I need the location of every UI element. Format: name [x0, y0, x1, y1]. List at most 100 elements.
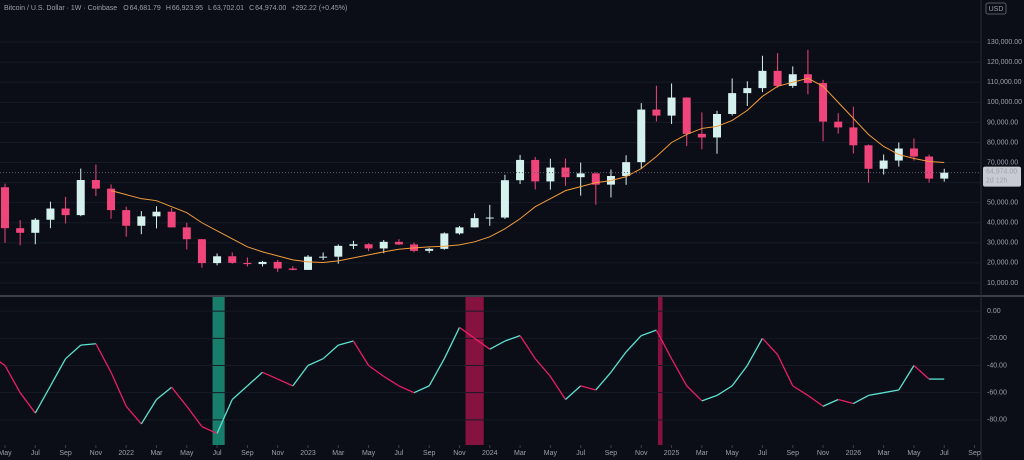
highlight-band [657, 297, 663, 445]
candle-body [152, 211, 161, 217]
candle-body [591, 173, 600, 185]
y-tick-label: 90,000.00 [987, 119, 1018, 126]
candle-body [16, 228, 25, 233]
candle-body [909, 148, 918, 157]
oscillator-segment [610, 351, 627, 373]
candle-body [319, 256, 328, 258]
x-tick-label: 2025 [664, 450, 680, 457]
oscillator-segment [383, 375, 400, 387]
oscillator-segment [580, 385, 596, 391]
x-tick-label: Sep [241, 450, 254, 457]
oscillator-segment [338, 340, 354, 346]
x-tick-label: Jul [576, 450, 585, 457]
oscillator-segment [0, 361, 6, 367]
ohlc-value: 64,974.00 [255, 5, 286, 12]
candle-body [773, 70, 782, 86]
ohlc-label: C [249, 5, 254, 12]
oscillator-segment [4, 365, 21, 393]
oscillator-segment [201, 426, 218, 435]
x-tick-label: May [907, 450, 921, 457]
y-tick-label: 10,000.00 [987, 280, 1018, 287]
oscillator-segment [443, 327, 461, 359]
candle-body [697, 133, 706, 138]
x-tick-label: May [726, 450, 740, 457]
y-tick-label: -40.00 [987, 362, 1007, 369]
candle-body [637, 109, 646, 163]
candle-body [243, 262, 252, 265]
currency[interactable]: USD [989, 6, 1004, 13]
oscillator-segment [595, 371, 612, 391]
oscillator-segment [352, 340, 370, 366]
oscillator-segment [777, 354, 794, 387]
candle-body [440, 233, 449, 249]
candle-body [213, 256, 222, 264]
candle-body [622, 162, 631, 176]
x-tick-label: Mar [332, 450, 345, 457]
candle-body [879, 160, 888, 169]
x-tick-label: May [180, 450, 194, 457]
candle-body [652, 109, 661, 116]
oscillator-segment [186, 405, 203, 428]
oscillator-segment [216, 399, 233, 434]
x-tick-label: Nov [817, 450, 830, 457]
ohlc-label: O [123, 5, 129, 12]
y-tick-label: 130,000.00 [987, 39, 1022, 46]
candle-body [834, 121, 843, 128]
candle-body [379, 241, 388, 249]
candle-body [546, 167, 555, 182]
x-tick-label: Sep [423, 450, 436, 457]
candle-body [455, 227, 464, 234]
oscillator-segment [474, 337, 491, 350]
x-tick-label: Jul [758, 450, 767, 457]
x-tick-label: Nov [90, 450, 103, 457]
oscillator-segment [655, 329, 673, 360]
candle-body [334, 245, 343, 257]
oscillator-segment [34, 385, 52, 414]
x-tick-label: Mar [514, 450, 527, 457]
oscillator-segment [322, 344, 339, 360]
x-tick-label: May [0, 450, 12, 457]
oscillator-segment [65, 344, 82, 360]
candle-body [394, 241, 403, 245]
oscillator-segment [246, 371, 263, 387]
candle-body [167, 211, 176, 228]
candle-body [667, 97, 676, 116]
oscillator-segment [125, 405, 142, 425]
oscillator-segment [49, 358, 67, 387]
x-tick-label: Jul [394, 450, 403, 457]
highlight-band [465, 297, 484, 445]
candle-body [925, 156, 934, 179]
candle-body [137, 216, 146, 226]
oscillator-segment [292, 365, 309, 387]
oscillator-segment [761, 337, 779, 356]
oscillator-segment [519, 335, 536, 360]
oscillator-segment [140, 399, 158, 425]
y-tick-label: 70,000.00 [987, 159, 1018, 166]
oscillator-segment [883, 389, 899, 394]
oscillator-segment [171, 386, 188, 407]
x-tick-label: Sep [968, 450, 981, 457]
oscillator-segment [822, 398, 839, 407]
candle-body [758, 70, 767, 89]
candle-body [849, 127, 858, 146]
y-tick-label: 50,000.00 [987, 200, 1018, 207]
x-tick-label: Sep [605, 450, 618, 457]
candle-body [743, 88, 752, 94]
oscillator-segment [807, 394, 824, 407]
candle-body [485, 217, 494, 219]
oscillator-segment [731, 365, 748, 387]
currency-button[interactable] [985, 2, 1007, 15]
x-tick-label: 2024 [482, 450, 498, 457]
ohlc-value: 63,702.01 [213, 5, 244, 12]
oscillator-segment [686, 385, 703, 402]
oscillator-segment [504, 334, 521, 342]
oscillator-segment [156, 386, 173, 400]
x-tick-label: Mar [150, 450, 163, 457]
x-tick-label: Sep [787, 450, 800, 457]
countdown: 2d 12h [986, 177, 1008, 184]
y-tick-label: 20,000.00 [987, 260, 1018, 267]
x-tick-label: May [362, 450, 376, 457]
candle-body [31, 219, 40, 233]
candle-body [819, 83, 828, 122]
